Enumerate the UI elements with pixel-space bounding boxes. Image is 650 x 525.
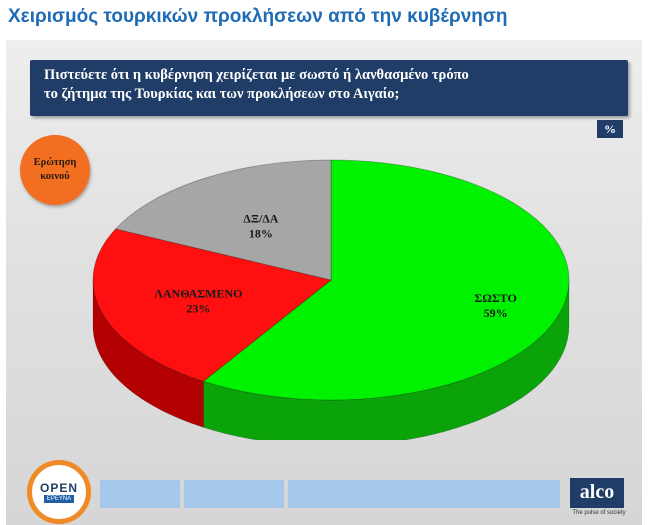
- pie-label-3: ΔΞ/ΔΑ: [243, 211, 279, 225]
- alco-logo: alco: [570, 478, 624, 508]
- open-logo-sub: ΕΡΕΥΝΑ: [43, 494, 75, 503]
- question-box: Πιστεύετε ότι η κυβέρνηση χειρίζεται με …: [30, 60, 628, 116]
- footer-bar-segment-1: [100, 480, 180, 508]
- pie-label-1: ΣΩΣΤΟ: [474, 291, 516, 305]
- pie-slice-1: [202, 159, 570, 401]
- audience-question-label: Ερώτηση κοινού: [33, 157, 77, 182]
- pie-value-2: 23%: [186, 301, 210, 315]
- percent-unit-badge: %: [597, 120, 623, 138]
- question-line-1: Πιστεύετε ότι η κυβέρνηση χειρίζεται με …: [44, 67, 469, 83]
- poll-slide: Πιστεύετε ότι η κυβέρνηση χειρίζεται με …: [6, 40, 642, 525]
- footer-bar-segment-2: [184, 480, 284, 508]
- open-logo: OPEN ΕΡΕΥΝΑ: [27, 460, 91, 524]
- pie-value-1: 59%: [484, 306, 508, 320]
- pie-value-3: 18%: [249, 226, 273, 240]
- question-text: Πιστεύετε ότι η κυβέρνηση χειρίζεται με …: [44, 66, 619, 104]
- alco-tagline: The pulse of society: [572, 510, 626, 516]
- audience-question-badge: Ερώτηση κοινού: [20, 135, 90, 205]
- pie-label-2: ΛΑΝΘΑΣΜΕΝΟ: [154, 286, 242, 300]
- page-headline: Χειρισμός τουρκικών προκλήσεων από την κ…: [8, 6, 508, 27]
- question-line-2: το ζήτημα της Τουρκίας και των προκλήσεω…: [44, 86, 400, 102]
- pie-slice-3: [114, 159, 332, 281]
- footer-bar-segment-3: [288, 480, 560, 508]
- open-logo-word: OPEN: [39, 480, 78, 495]
- pie-slice-2: [92, 228, 332, 382]
